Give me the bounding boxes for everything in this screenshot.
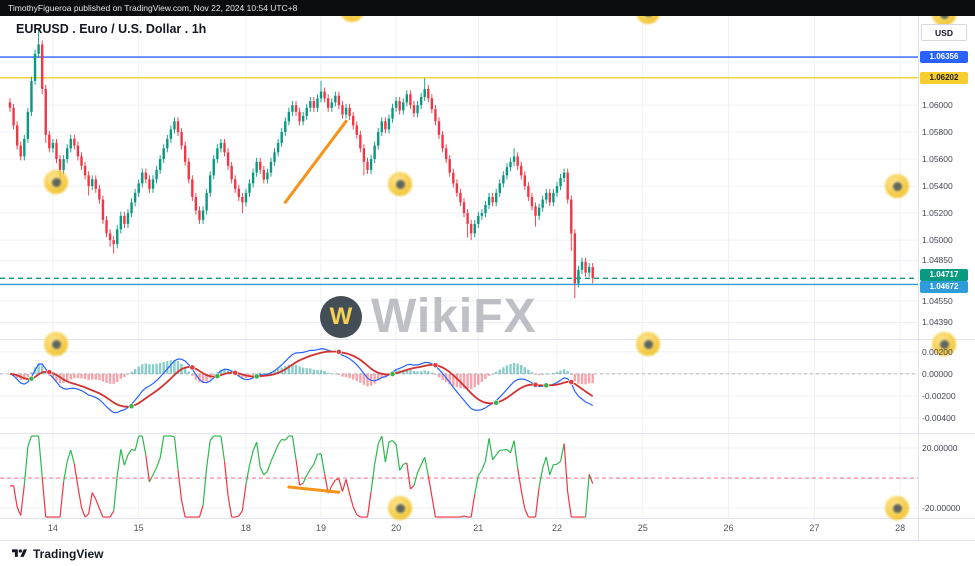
osc-axis-label: -20.00000	[922, 503, 961, 514]
wikifx-mini-watermark-icon	[885, 174, 909, 198]
time-axis-label: 28	[895, 523, 906, 533]
price-badge: 1.04717	[920, 269, 968, 282]
macd-axis-label: 0.00200	[922, 346, 953, 357]
macd-axis-label: -0.00200	[922, 390, 956, 401]
currency-label[interactable]: USD	[921, 24, 967, 41]
wikifx-mini-watermark-icon	[932, 332, 956, 356]
price-badge: 1.04672	[920, 281, 968, 294]
time-axis-label: 15	[133, 523, 144, 533]
time-axis-label: 18	[240, 523, 251, 533]
wikifx-mini-watermark-icon	[885, 496, 909, 520]
price-axis-label: 1.05600	[922, 154, 953, 165]
wikifx-watermark-text: WikiFX	[371, 290, 537, 343]
tradingview-brand[interactable]: TradingView	[33, 546, 104, 561]
time-axis-label: 25	[637, 523, 648, 533]
time-axis-label: 14	[47, 523, 58, 533]
wikifx-mini-watermark-icon	[44, 170, 68, 194]
price-badge: 1.06202	[920, 71, 968, 84]
wikifx-logo-icon: W	[320, 296, 362, 338]
symbol-title: EURUSD . Euro / U.S. Dollar . 1h	[16, 22, 207, 36]
price-axis-label: 1.06000	[922, 100, 953, 111]
price-axis-label: 1.05400	[922, 181, 953, 192]
time-axis-label: 27	[809, 523, 820, 533]
price-axis-label: 1.04850	[922, 255, 953, 266]
time-axis-label: 20	[391, 523, 402, 533]
wikifx-mini-watermark-icon	[388, 496, 412, 520]
price-axis-label: 1.04390	[922, 317, 953, 328]
publish-info-bar: TimothyFigueroa published on TradingView…	[0, 0, 975, 16]
price-axis-label: 1.05200	[922, 208, 953, 219]
osc-axis-label: 20.00000	[922, 443, 958, 453]
price-axis-label: 1.05000	[922, 235, 953, 246]
wikifx-mini-watermark-icon	[44, 332, 68, 356]
wikifx-mini-watermark-icon	[636, 332, 660, 356]
tradingview-logo-icon	[12, 547, 27, 560]
wikifx-watermark: W WikiFX	[320, 293, 537, 341]
macd-axis-label: -0.00400	[922, 412, 956, 423]
price-badge: 1.06356	[920, 51, 968, 64]
price-axis-label: 1.04550	[922, 295, 953, 306]
macd-axis-label: 0.00000	[922, 368, 953, 379]
price-axis-label: 1.05800	[922, 127, 953, 138]
footer-bar: TradingView	[0, 540, 975, 566]
time-axis-label: 19	[316, 523, 327, 533]
time-axis-label: 22	[551, 523, 562, 533]
time-axis-label: 21	[473, 523, 484, 533]
wikifx-mini-watermark-icon	[388, 172, 412, 196]
publish-info: TimothyFigueroa published on TradingView…	[8, 3, 298, 13]
time-axis-label: 26	[723, 523, 734, 533]
